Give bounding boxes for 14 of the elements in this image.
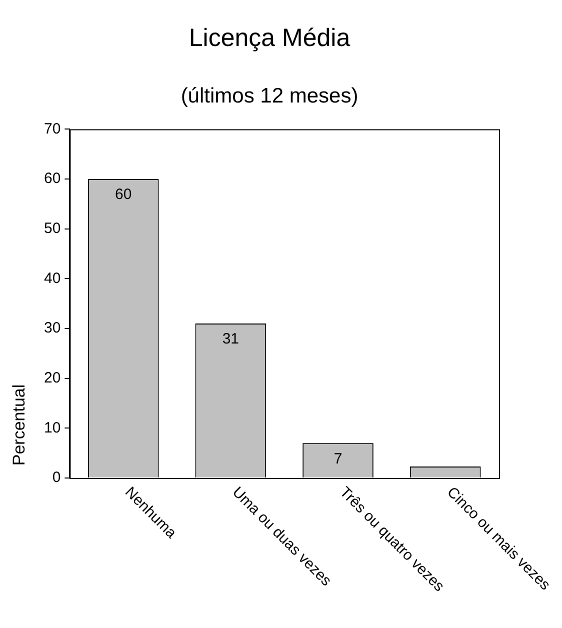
y-axis-title: Percentual (10, 384, 29, 466)
y-tick-label: 0 (52, 469, 61, 486)
data-label: 60 (115, 186, 132, 204)
y-tick-label: 10 (44, 419, 61, 436)
chart-subtitle: (últimos 12 meses) (180, 84, 358, 108)
data-label: 7 (334, 450, 342, 468)
y-tick-label: 30 (44, 320, 61, 337)
data-label: 31 (222, 330, 240, 348)
y-tick-label: 50 (44, 220, 61, 237)
y-tick-label: 40 (44, 270, 61, 287)
y-tick-label: 20 (44, 369, 61, 386)
y-tick-label: 70 (44, 120, 61, 138)
y-tick-label: 60 (44, 170, 61, 188)
chart-title: Licença Média (188, 24, 350, 52)
